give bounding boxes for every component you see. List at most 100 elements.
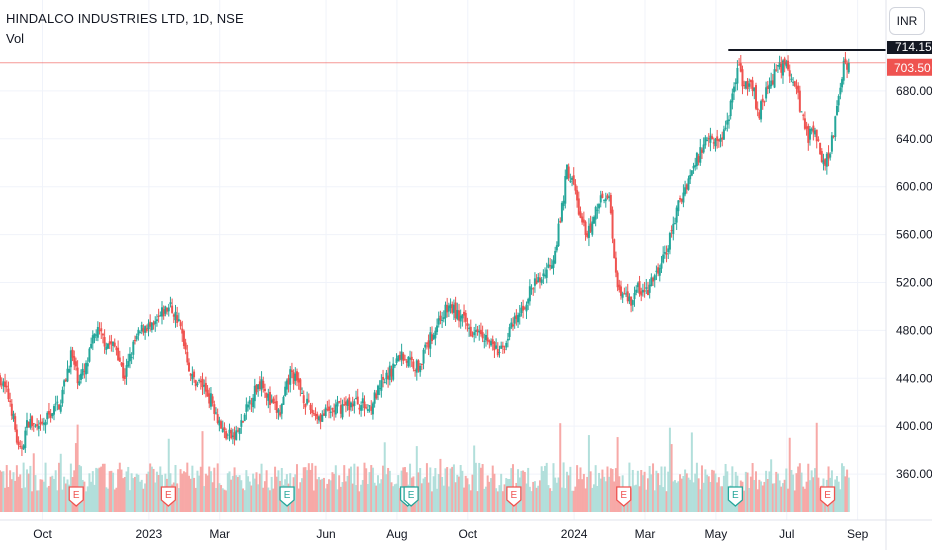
candle-body (842, 60, 845, 81)
candle-body (758, 112, 761, 119)
volume-bar (339, 486, 342, 512)
candle-body (540, 279, 543, 283)
volume-bar (716, 482, 719, 512)
volume-bar (270, 476, 273, 512)
volume-bar (640, 469, 643, 512)
candle-body (328, 406, 331, 411)
candle-body (405, 360, 408, 363)
candle-body (673, 223, 676, 225)
volume-bar (808, 480, 811, 512)
volume-bar (220, 485, 223, 512)
candle-body (279, 412, 282, 416)
candle-body (292, 372, 295, 384)
earnings-marker[interactable]: E (506, 486, 522, 507)
volume-bar (788, 437, 791, 512)
candle-body (486, 337, 489, 342)
candle-body (61, 389, 64, 404)
candle-body (827, 152, 830, 159)
volume-bar (547, 485, 550, 512)
candle-body (729, 100, 732, 117)
candle-body (247, 404, 250, 408)
candle-body (808, 128, 811, 140)
volume-bar (560, 487, 563, 512)
candle-body (338, 401, 341, 403)
volume-bar (533, 481, 536, 512)
volume-bar (204, 473, 207, 512)
volume-bar (196, 470, 199, 512)
candle-body (289, 369, 292, 385)
volume-bar (452, 464, 455, 512)
earnings-marker[interactable]: E (279, 486, 295, 507)
earnings-marker[interactable]: E (727, 486, 744, 507)
volume-bar (39, 479, 42, 512)
volume-bar (562, 462, 565, 512)
volume-bar (427, 482, 430, 512)
candle-body (763, 101, 766, 103)
candle-body (230, 430, 233, 439)
candle-body (133, 339, 136, 342)
earnings-marker[interactable]: E (403, 486, 419, 507)
volume-bar (571, 490, 574, 512)
candle-body (657, 267, 660, 274)
candle-body (699, 147, 702, 163)
volume-bar (501, 491, 504, 512)
volume-bar (265, 470, 268, 512)
candle-body (58, 404, 61, 410)
volume-bar (301, 478, 304, 512)
earnings-marker[interactable]: E (160, 486, 176, 507)
candle-body (334, 404, 337, 415)
volume-bar (86, 486, 89, 512)
candle-body (805, 126, 808, 129)
y-tick-label: 640.00 (896, 132, 932, 146)
x-tick-label: 2023 (135, 527, 162, 541)
volume-bar (194, 487, 197, 512)
candle-body (108, 341, 111, 345)
earnings-marker[interactable]: E (616, 486, 632, 507)
volume-bar (96, 468, 99, 512)
earnings-markers[interactable]: EEEEEEEEE (68, 486, 836, 507)
candle-body (238, 428, 241, 435)
volume-bar (312, 490, 315, 512)
candle-body (336, 402, 339, 407)
volume-bar (393, 484, 396, 512)
candle-body (525, 304, 528, 312)
candle-body (44, 422, 47, 426)
candle-body (550, 265, 553, 269)
volume-bar (333, 473, 336, 512)
candle-body (414, 370, 417, 372)
candle-body (776, 65, 779, 67)
candle-body (164, 306, 167, 314)
volume-bar (19, 474, 22, 512)
candle-body (353, 401, 356, 406)
volume-bar (230, 479, 233, 512)
candle-body (598, 204, 601, 209)
volume-bar (334, 465, 337, 512)
candle-body (360, 405, 363, 411)
volume-bar (17, 476, 20, 512)
volume-bar (591, 487, 594, 512)
volume-bar (223, 489, 226, 512)
volume-bar (544, 465, 547, 512)
volume-bar (442, 485, 445, 512)
earnings-marker[interactable]: E (68, 486, 84, 507)
candle-body (36, 424, 39, 427)
volume-bar (370, 465, 373, 512)
chart-legend: HINDALCO INDUSTRIES LTD, 1D, NSE Vol (6, 10, 244, 48)
candle-body (68, 369, 71, 373)
volume-bar (150, 466, 153, 512)
volume-bar (690, 432, 693, 512)
candle-body (154, 321, 157, 324)
volume-bar (360, 484, 363, 512)
x-tick-label: Aug (386, 527, 407, 541)
candle-body (235, 430, 238, 441)
candle-body (665, 252, 668, 255)
candle-body (596, 209, 599, 211)
volume-bar (466, 478, 469, 512)
candle-body (586, 233, 589, 237)
volume-bar (233, 467, 236, 512)
earnings-marker[interactable]: E (819, 486, 836, 507)
currency-button[interactable]: INR (889, 7, 925, 35)
candle-body (120, 362, 123, 366)
candle-body (717, 139, 720, 142)
